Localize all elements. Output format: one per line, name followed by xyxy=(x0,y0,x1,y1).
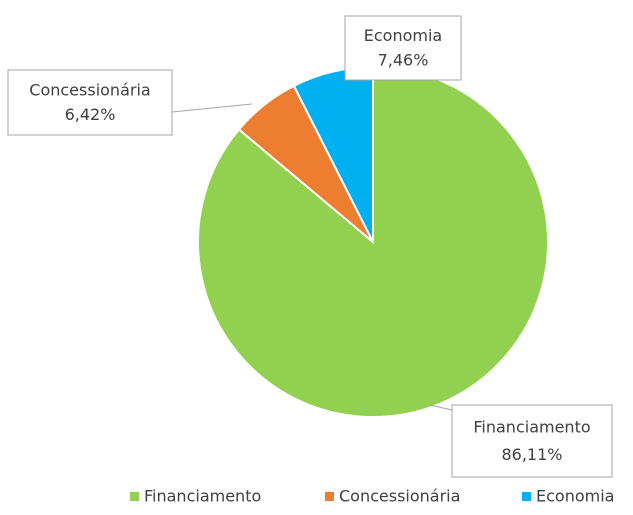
legend-swatch xyxy=(325,492,334,501)
label-box xyxy=(7,69,173,136)
data-label-name: Economia xyxy=(364,26,442,45)
data-label-value: 7,46% xyxy=(378,50,429,69)
leader-line xyxy=(429,404,453,411)
label-box xyxy=(451,404,613,478)
legend-label: Economia xyxy=(536,487,614,506)
legend-label: Financiamento xyxy=(144,487,261,506)
leader-line xyxy=(171,103,253,113)
data-label-name: Financiamento xyxy=(473,418,590,437)
data-label-name: Concessionária xyxy=(29,80,150,99)
legend-swatch xyxy=(522,492,531,501)
data-label-value: 6,42% xyxy=(65,105,116,124)
legend-swatch xyxy=(130,492,139,501)
data-label-value: 86,11% xyxy=(501,445,562,464)
legend-label: Concessionária xyxy=(339,487,460,506)
label-box xyxy=(344,15,462,81)
